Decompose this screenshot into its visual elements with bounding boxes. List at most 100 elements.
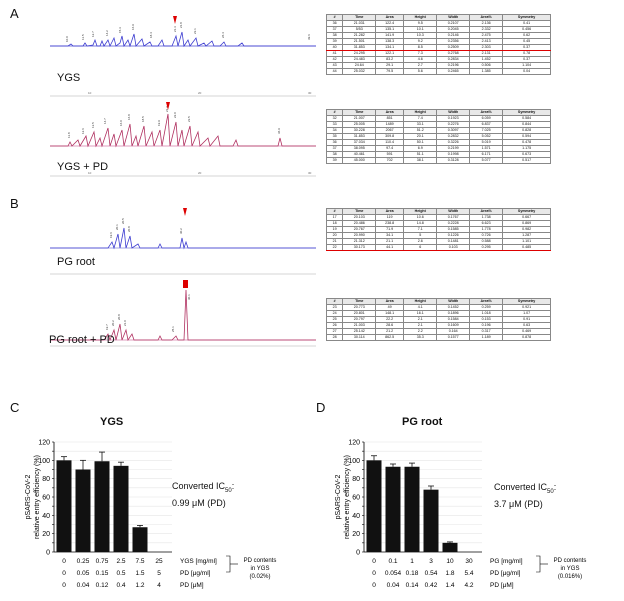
svg-text:19.9: 19.9 bbox=[157, 120, 161, 126]
svg-text:21.8: 21.8 bbox=[179, 22, 183, 28]
svg-text:11.5: 11.5 bbox=[81, 34, 85, 40]
y-tick-label: 60 bbox=[352, 495, 360, 502]
y-tick-label: 20 bbox=[352, 531, 360, 538]
peak-table-pg-root: # Time Area Height Width Area% Symmetry 17 20.10… bbox=[325, 208, 551, 251]
table-row: 19 20.767 71.9 7.1 0.1585 1.778 0.982 bbox=[325, 226, 551, 233]
ic50-value: 3.7 μM (PD) bbox=[494, 498, 543, 509]
panel-letter-d: D bbox=[316, 400, 326, 415]
chromatogram-pg-root: 19.6 20.1 20.5 20.8 30.2 bbox=[48, 198, 318, 278]
svg-text:20.1: 20.1 bbox=[115, 224, 119, 230]
bar bbox=[442, 542, 458, 552]
panel-letter-c: C bbox=[10, 400, 20, 415]
dose-row-label: PD [μg/ml] bbox=[490, 570, 521, 577]
svg-text:20.8: 20.8 bbox=[127, 226, 131, 232]
table-cell: 0.3128 bbox=[436, 157, 471, 164]
y-tick-label: 40 bbox=[352, 513, 360, 520]
dose-label: 1.8 bbox=[445, 570, 454, 577]
table-row: 22 30.173 44.1 6 0.103 0.295 0.485 bbox=[325, 244, 551, 251]
pd-content-note: (0.02%) bbox=[249, 574, 270, 580]
pd-content-note: PD contents bbox=[554, 558, 587, 564]
y-tick-label: 20 bbox=[42, 531, 50, 538]
dose-label: 4.2 bbox=[464, 582, 473, 589]
dose-label: 0 bbox=[372, 570, 376, 577]
dose-label: 0.1 bbox=[388, 558, 397, 565]
dose-label: 30 bbox=[465, 558, 473, 565]
chart-title-pg-root: PG root bbox=[402, 416, 443, 428]
table-row: 39 21.501 138.3 9.2 0.2356 2.413 0.45 bbox=[325, 38, 551, 45]
dose-label: 1.2 bbox=[135, 582, 144, 589]
red-arrow-icon bbox=[183, 208, 187, 216]
dose-label: 3 bbox=[429, 558, 433, 565]
table-row: 39 45.000 702 38.1 0.3128 5.077 0.517 bbox=[325, 157, 551, 164]
dose-label: 0.25 bbox=[77, 558, 90, 565]
svg-text:30: 30 bbox=[308, 171, 312, 175]
table-row: 28 30.114 862.5 35.3 0.1577 1.189 0.878 bbox=[325, 334, 551, 341]
chromatogram-ygs-pd-trace: 11.8 12.6 13.5 14.7 16.0 16.8 18.5 19.9 … bbox=[50, 102, 316, 177]
table-cell: 0.04 bbox=[502, 68, 551, 75]
svg-text:19.6: 19.6 bbox=[109, 232, 113, 238]
table-row: 25 20.797 22.2 2.1 0.1584 0.153 0.91 bbox=[325, 316, 551, 323]
chromatogram-ygs-trace: 10.0 11.5 12.7 14.2 15.3 16.9 18.4 21.3 … bbox=[50, 16, 316, 97]
chromatogram-label-pg-root: PG root bbox=[57, 256, 95, 268]
pd-content-note: (0.016%) bbox=[558, 574, 582, 580]
dose-row-label: PD [μg/ml] bbox=[180, 570, 211, 577]
y-tick-label: 80 bbox=[352, 476, 360, 483]
svg-text:16.8: 16.8 bbox=[127, 114, 131, 120]
y-tick-label: 100 bbox=[38, 458, 50, 465]
dose-label: 0.54 bbox=[425, 570, 438, 577]
table-cell: 0.517 bbox=[502, 157, 551, 164]
bracket bbox=[226, 555, 231, 573]
table-cell: 5.077 bbox=[469, 157, 504, 164]
dose-label: 0 bbox=[372, 582, 376, 589]
svg-text:12.7: 12.7 bbox=[91, 31, 95, 37]
chromatogram-label-pg-root-pd: PG root + PD bbox=[49, 334, 115, 346]
table-cell: 35.3 bbox=[403, 334, 438, 341]
svg-text:18.4: 18.4 bbox=[149, 32, 153, 38]
y-tick-label: 40 bbox=[42, 513, 50, 520]
table-cell: 0.2465 bbox=[436, 68, 471, 75]
dose-row-label: PD [μM] bbox=[180, 582, 204, 589]
svg-text:21.0: 21.0 bbox=[123, 320, 127, 326]
table-cell: 30.173 bbox=[342, 244, 377, 251]
bar bbox=[94, 461, 110, 552]
svg-text:13.5: 13.5 bbox=[91, 122, 95, 128]
svg-text:25.1: 25.1 bbox=[171, 326, 175, 332]
y-tick-label: 60 bbox=[42, 495, 50, 502]
svg-text:16.0: 16.0 bbox=[119, 120, 123, 126]
svg-text:30: 30 bbox=[308, 91, 312, 95]
dose-label: 2.5 bbox=[116, 558, 125, 565]
pd-content-note: in YGS bbox=[561, 566, 580, 572]
dose-row-label: PD [μM] bbox=[490, 582, 514, 589]
table-cell: 702 bbox=[375, 157, 405, 164]
ic50-text-ygs: Converted IC50: 0.99 μM (PD) bbox=[172, 480, 234, 509]
dose-label: 0.04 bbox=[387, 582, 400, 589]
dose-label: 0.05 bbox=[77, 570, 90, 577]
svg-text:20.8: 20.8 bbox=[117, 314, 121, 320]
table-cell: 6 bbox=[403, 244, 438, 251]
dose-label: 0 bbox=[372, 558, 376, 565]
dose-label: 1.4 bbox=[445, 582, 454, 589]
bar bbox=[423, 489, 439, 552]
table-cell: 45.000 bbox=[342, 157, 377, 164]
panel-letter-a: A bbox=[10, 6, 19, 21]
ic50-value: 0.99 μM (PD) bbox=[172, 497, 226, 508]
table-cell: 25.032 bbox=[342, 68, 377, 75]
svg-text:10: 10 bbox=[88, 91, 92, 95]
table-cell: 862.5 bbox=[375, 334, 405, 341]
peak-table-ygs-pd: # Time Area Height Width Area% Symmetry 32 21.00… bbox=[325, 109, 551, 164]
svg-text:12.6: 12.6 bbox=[81, 128, 85, 134]
table-cell: 0.103 bbox=[436, 244, 471, 251]
y-axis-label: pSARS-CoV-2 relative entry efficiency (%) bbox=[25, 455, 41, 539]
dose-label: 0.12 bbox=[96, 582, 109, 589]
table-cell: 1.189 bbox=[469, 334, 504, 341]
dose-label: 0.5 bbox=[116, 570, 125, 577]
dose-label: 7.5 bbox=[135, 558, 144, 565]
dose-label: 5.4 bbox=[464, 570, 473, 577]
dose-label: 10 bbox=[446, 558, 454, 565]
svg-text:18.5: 18.5 bbox=[141, 116, 145, 122]
table-cell: 1.385 bbox=[469, 68, 504, 75]
table-row: 43 24.64 29.1 2.7 0.2196 0.506 1.104 bbox=[325, 62, 551, 69]
table-cell: 0.1577 bbox=[436, 334, 471, 341]
table-cell: 39 bbox=[325, 157, 344, 164]
